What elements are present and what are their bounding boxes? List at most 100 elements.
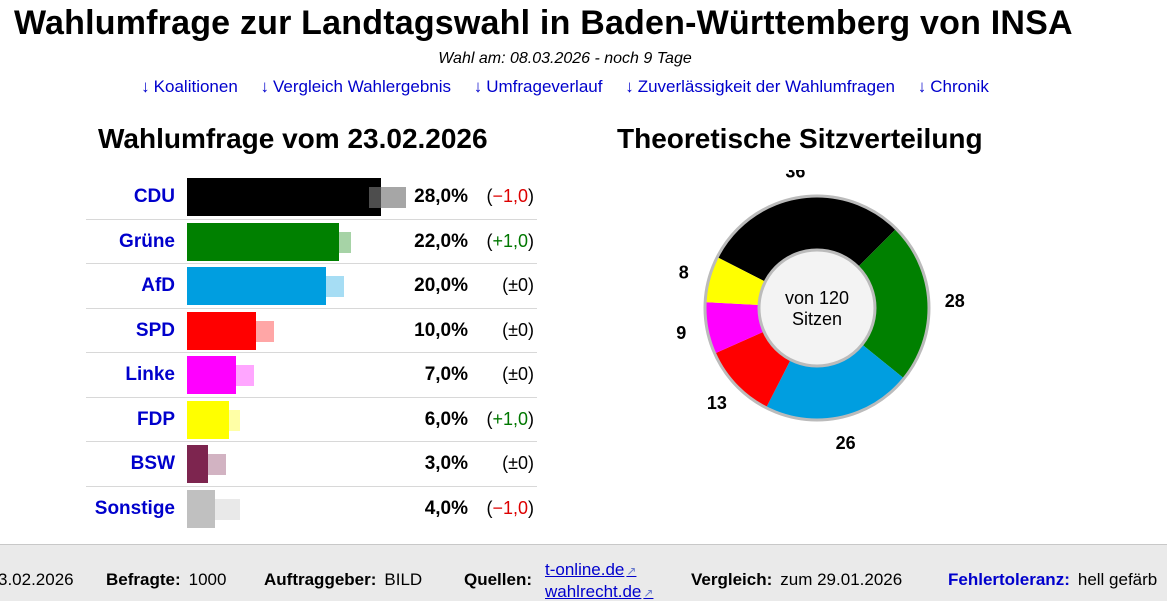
arrow-down-icon: ↓ — [260, 77, 270, 96]
previous-value-marker — [313, 231, 351, 253]
poll-percentage: 10,0% — [414, 319, 468, 341]
previous-value-marker — [202, 409, 240, 431]
poll-details-footer: 3.02.2026 Befragte: 1000 Auftraggeber: BIL… — [0, 544, 1167, 601]
poll-bar — [187, 489, 215, 528]
seat-count-label: 26 — [836, 433, 856, 453]
seat-count-label: 9 — [676, 323, 686, 343]
paren: ( — [502, 453, 509, 473]
election-date-subtitle: Wahl am: 08.03.2026 - noch 9 Tage — [438, 50, 692, 67]
client-label: Auftraggeber: — [264, 570, 377, 589]
nav-link-chronik[interactable]: ↓ Chronik — [918, 77, 989, 96]
previous-value-marker — [216, 365, 254, 386]
party-link[interactable]: SPD — [135, 319, 175, 341]
paren: ( — [502, 319, 509, 340]
donut-center-label: Sitzen — [792, 309, 842, 329]
poll-change: (±0) — [476, 309, 534, 353]
seat-slice — [705, 257, 766, 305]
poll-percentage: 6,0% — [424, 408, 468, 430]
poll-percentage: 20,0% — [414, 275, 468, 296]
poll-percentage: 4,0% — [424, 497, 468, 519]
poll-chart-title: Wahlumfrage vom 23.02.2026 — [98, 123, 488, 154]
source-link-label: t-online.de — [545, 560, 625, 579]
previous-value-marker — [202, 498, 240, 520]
party-link[interactable]: Grüne — [119, 230, 175, 252]
nav-link-koalitionen[interactable]: ↓ Koalitionen — [141, 77, 238, 96]
seat-slice — [766, 344, 905, 420]
sources-label: Quellen: — [464, 570, 533, 589]
client-info: Auftraggeber: BILD — [264, 570, 422, 590]
paren: ( — [486, 408, 493, 429]
arrow-down-icon: ↓ — [917, 77, 927, 96]
party-link[interactable]: BSW — [130, 453, 175, 474]
paren: ) — [528, 275, 534, 295]
section-navigation: ↓ Koalitionen ↓ Vergleich Wahlergebnis ↓ Um… — [0, 77, 1130, 97]
poll-bar-chart: CDU 28,0% (−1,0) Grüne 22,0% (+1,0) AfD 20,0% (±… — [86, 175, 537, 530]
paren: ( — [502, 275, 509, 295]
poll-percentage: 7,0% — [424, 364, 468, 385]
donut-center — [757, 248, 877, 368]
previous-value-marker — [237, 320, 275, 342]
seat-slice — [858, 228, 929, 379]
poll-change: (+1,0) — [476, 220, 534, 264]
poll-row: FDP 6,0% (+1,0) — [86, 398, 537, 442]
poll-row: Grüne 22,0% (+1,0) — [86, 220, 537, 264]
change-value: +1,0 — [492, 230, 528, 251]
poll-date-value: 3.02.2026 — [0, 570, 74, 589]
error-tolerance-link[interactable]: Fehlertoleranz: — [948, 570, 1070, 589]
party-link[interactable]: Sonstige — [94, 497, 175, 519]
seat-count-label: 28 — [945, 291, 965, 311]
source-link-tonline[interactable]: t-online.de ↗ — [545, 560, 636, 580]
comparison-value: zum 29.01.2026 — [780, 570, 903, 589]
paren: ) — [528, 497, 534, 518]
nav-link-label: Vergleich Wahlergebnis — [273, 77, 451, 96]
external-link-icon: ↗ — [643, 586, 654, 600]
poll-percentage: 22,0% — [414, 230, 468, 252]
paren: ( — [502, 364, 509, 384]
poll-bar — [187, 178, 381, 216]
poll-change: (−1,0) — [476, 487, 534, 531]
paren: ) — [528, 230, 534, 251]
poll-bar — [187, 267, 326, 305]
seat-slice — [705, 302, 765, 354]
poll-row: Sonstige 4,0% (−1,0) — [86, 487, 537, 531]
source-link-label: wahlrecht.de — [545, 582, 642, 601]
change-value: −1,0 — [492, 186, 528, 206]
paren: ) — [528, 319, 534, 340]
nav-link-umfrageverlauf[interactable]: ↓ Umfrageverlauf — [474, 77, 603, 96]
change-value: ±0 — [508, 453, 528, 473]
nav-link-label: Umfrageverlauf — [486, 77, 603, 96]
poll-bar — [187, 311, 257, 350]
previous-value-marker — [188, 454, 226, 475]
arrow-down-icon: ↓ — [625, 77, 634, 96]
poll-row: CDU 28,0% (−1,0) — [86, 175, 537, 220]
donut-outer-ring — [703, 194, 931, 422]
comparison-label: Vergleich: — [691, 570, 773, 589]
paren: ) — [528, 408, 534, 429]
change-value: −1,0 — [492, 497, 528, 518]
nav-link-label: Koalitionen — [153, 77, 238, 96]
paren: ( — [486, 497, 493, 518]
respondents-value: 1000 — [188, 570, 227, 589]
nav-link-zuverlaessigkeit[interactable]: ↓ Zuverlässigkeit der Wahlumfragen — [625, 77, 895, 96]
nav-link-label: Zuverlässigkeit der Wahlumfragen — [637, 77, 895, 96]
previous-value-marker — [306, 276, 344, 297]
poll-change: (±0) — [476, 442, 534, 486]
party-link[interactable]: AfD — [141, 275, 175, 296]
party-link[interactable]: Linke — [125, 364, 175, 385]
party-link[interactable]: FDP — [137, 408, 175, 430]
paren: ) — [528, 364, 534, 384]
nav-link-vergleich[interactable]: ↓ Vergleich Wahlergebnis — [261, 77, 451, 96]
change-value: ±0 — [508, 319, 528, 340]
paren: ( — [486, 230, 493, 251]
poll-change: (+1,0) — [476, 398, 534, 442]
respondents-info: Befragte: 1000 — [106, 570, 226, 590]
seat-count-label: 8 — [679, 262, 689, 282]
donut-center-label: von 120 — [785, 288, 849, 308]
source-link-wahlrecht[interactable]: wahlrecht.de ↗ — [545, 582, 653, 602]
party-link[interactable]: CDU — [133, 186, 175, 207]
poll-bar — [187, 222, 340, 261]
seat-count-label: 13 — [707, 393, 727, 413]
sources-label-wrap: Quellen: — [464, 570, 540, 590]
error-tolerance-value: hell gefärb — [1077, 570, 1158, 589]
